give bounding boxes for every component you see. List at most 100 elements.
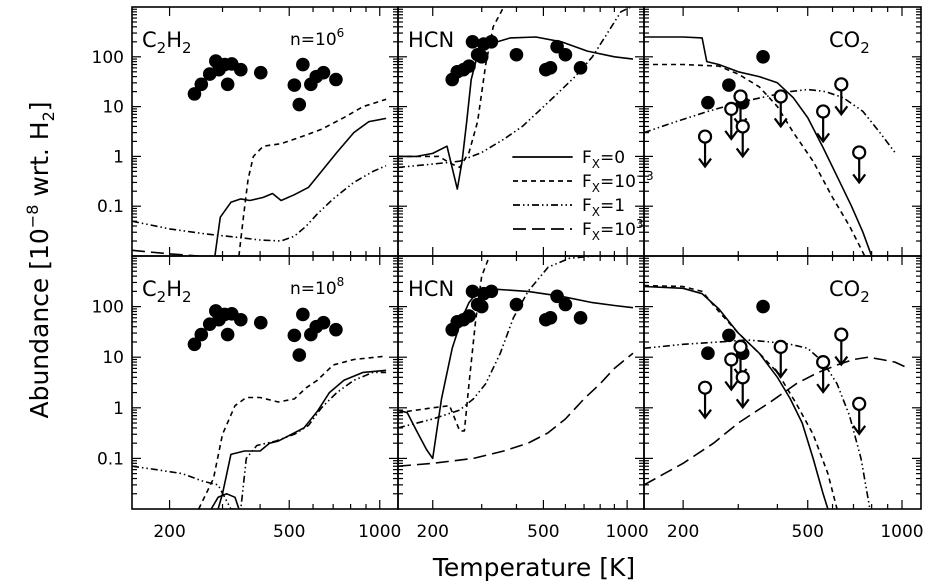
observation-point [329,322,343,337]
upper-limit-marker [834,327,849,367]
upper-limit-circle [852,145,867,160]
observation-point [722,328,736,343]
legend-label: FX=10−3 [582,169,654,195]
panel-frame [643,255,922,510]
upper-limit-marker [735,119,750,159]
series-line-solid [214,117,387,256]
series-line-solid [644,285,829,509]
series-line-dash-dot-dot [644,339,871,509]
observation-point [253,65,268,80]
upper-limit-circle [697,129,713,144]
series-line-solid [398,288,634,460]
observation-point [220,327,235,342]
observation-point [462,59,476,73]
species-label: CO2 [829,277,870,306]
axis-ticks [644,256,921,509]
species-label: CO2 [829,28,870,57]
x-tick-label: 200 [153,522,185,542]
observation-point [187,337,202,352]
observation-point [220,77,235,92]
series-line-short-dash [398,7,505,169]
upper-limit-circle [834,77,849,92]
observation-point [462,309,476,323]
upper-limit-marker [735,370,750,410]
upper-limit-arrowhead [773,368,788,379]
upper-limit-marker [724,101,739,141]
x-tick-label: 500 [527,522,559,542]
upper-limit-marker [834,77,849,117]
observations [697,50,867,185]
upper-limit-marker [724,352,739,392]
upper-limit-circle [733,89,748,104]
x-tick-label: 500 [273,522,305,542]
axis-ticks [398,7,644,256]
y-tick-label: 0.1 [97,197,124,217]
series-lines [398,256,634,467]
observation-point [292,97,307,112]
species-label: C2H2 [142,277,192,306]
observations [187,304,343,362]
series-line-solid [210,492,240,509]
observation-point [484,35,499,49]
observation-point [722,78,736,92]
upper-limit-circle [724,352,739,367]
upper-limit-circle [834,327,849,342]
series-line-long-dash [644,356,909,486]
upper-limit-arrowhead [834,355,849,367]
upper-limit-circle [697,380,713,395]
species-label: HCN [408,28,454,52]
observation-point [465,35,480,49]
upper-limit-arrowhead [834,105,849,117]
observation-point [253,315,268,330]
observation-point [194,77,209,92]
observation-point [316,65,331,80]
series-line-short-dash [398,256,491,432]
axis-ticks [132,7,398,256]
axis-ticks [132,256,398,509]
observation-point [316,315,331,330]
x-tick-label: 500 [792,522,824,542]
panel-1-2: 200 500 1000 CO2 [643,255,924,542]
legend-label: FX=103 [582,217,644,243]
panel-1-1: 200 500 1000 HCN [397,255,649,542]
observation-point [329,72,343,87]
series-line-dash-dot-dot [132,371,387,509]
upper-limit-arrowhead [698,157,712,169]
y-tick-label: 1 [113,147,124,167]
upper-limit-circle [816,355,831,370]
upper-limit-circle [733,339,748,354]
observation-point [187,87,202,101]
observation-point [509,297,524,312]
observation-point [194,327,209,342]
legend-entry-fx1e-3: FX=10−3 [513,169,654,195]
upper-limit-marker [697,129,713,169]
y-tick-label: 0.1 [97,449,124,469]
series-line-short-dash [238,98,387,256]
observation-point [558,47,573,62]
series-line-dash-dot-dot [398,256,595,429]
x-axis-title: Temperature [K] [432,553,635,582]
upper-limit-arrowhead [773,117,788,129]
series-lines [132,355,387,509]
upper-limit-marker [697,380,713,420]
observation-point [287,78,302,92]
upper-limit-marker [816,104,831,144]
series-line-dash-dot-dot [398,7,632,169]
observation-point [292,348,307,362]
upper-limit-arrowhead [852,173,867,185]
x-tick-label: 1000 [605,522,648,542]
observation-point [233,312,248,327]
x-tick-label: 200 [667,522,699,542]
x-tick-label: 1000 [880,522,923,542]
x-tick-label: 1000 [358,522,401,542]
upper-limit-marker [852,145,867,185]
observation-point [465,284,480,299]
panel-0-0: 0.1 1 10 100 C2H2 n=106 [92,6,399,257]
observations [445,35,588,87]
density-label: n=106 [290,26,344,50]
series-line-short-dash [644,63,866,256]
legend-label: FX=1 [582,196,625,219]
series-line-short-dash [197,355,387,509]
observation-point [756,50,770,64]
series-lines [132,98,387,256]
